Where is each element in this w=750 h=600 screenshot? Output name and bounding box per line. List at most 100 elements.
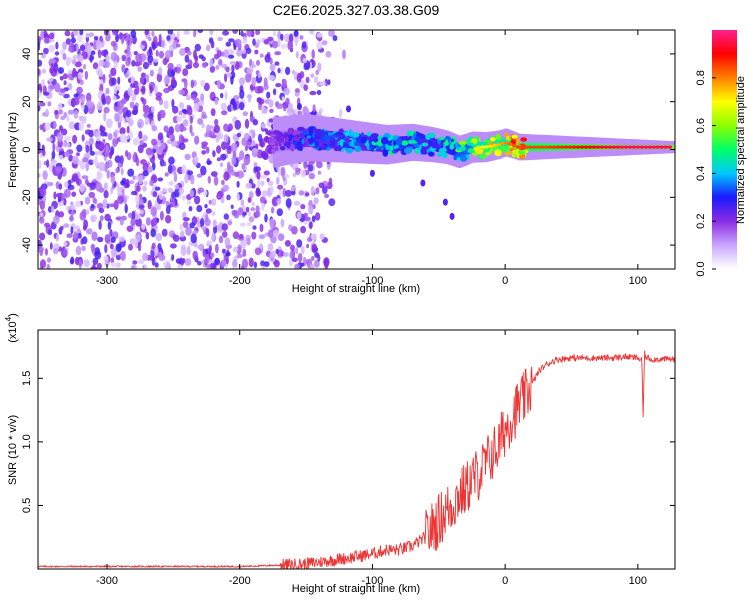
- noise-speckle: [201, 141, 209, 147]
- chart-title: C2E6.2025.327.03.38.G09: [273, 2, 440, 18]
- noise-speckle: [138, 198, 144, 206]
- signal-band: [671, 145, 674, 149]
- noise-speckle: [110, 175, 116, 184]
- noise-speckle: [89, 144, 93, 153]
- noise-speckle: [225, 257, 229, 265]
- noise-speckle: [160, 39, 166, 48]
- noise-speckle: [157, 177, 164, 182]
- noise-speckle: [253, 261, 258, 269]
- signal-blob: [450, 138, 455, 143]
- noise-speckle: [184, 258, 192, 266]
- noise-speckle: [327, 79, 331, 86]
- noise-speckle: [315, 187, 320, 195]
- noise-speckle: [271, 196, 279, 207]
- signal-core: [524, 145, 529, 149]
- noise-speckle: [158, 109, 166, 119]
- noise-speckle: [70, 37, 76, 44]
- noise-speckle: [158, 50, 165, 59]
- signal-blob: [320, 145, 328, 150]
- noise-speckle: [186, 199, 192, 205]
- noise-speckle: [255, 30, 260, 35]
- noise-speckle: [200, 79, 206, 87]
- noise-speckle: [67, 82, 73, 91]
- noise-speckle: [172, 105, 179, 114]
- noise-speckle: [228, 38, 235, 43]
- noise-speckle: [254, 166, 261, 172]
- noise-speckle: [119, 133, 127, 144]
- noise-speckle: [233, 171, 240, 177]
- noise-speckle: [240, 199, 245, 207]
- noise-speckle: [228, 54, 235, 59]
- noise-speckle: [39, 187, 47, 197]
- noise-speckle: [56, 146, 60, 153]
- noise-speckle: [260, 260, 266, 267]
- noise-speckle: [267, 245, 272, 252]
- noise-speckle: [323, 257, 330, 267]
- spectrogram-y-tick-label: 0: [21, 146, 33, 152]
- noise-speckle: [108, 151, 113, 160]
- noise-speckle: [218, 235, 224, 244]
- signal-blob: [382, 149, 389, 157]
- noise-speckle: [182, 68, 189, 77]
- noise-speckle: [232, 150, 237, 159]
- noise-speckle: [253, 162, 258, 167]
- signal-core: [587, 145, 593, 149]
- noise-speckle: [197, 30, 203, 34]
- colorbar-tick-label: 0.6: [695, 118, 707, 133]
- noise-speckle: [115, 254, 121, 261]
- noise-speckle: [215, 243, 219, 254]
- signal-core: [591, 145, 597, 149]
- noise-speckle: [113, 199, 119, 210]
- noise-speckle: [236, 48, 243, 57]
- noise-speckle: [200, 93, 205, 103]
- noise-speckle: [88, 137, 94, 146]
- noise-speckle: [53, 62, 59, 73]
- noise-speckle: [143, 112, 148, 118]
- noise-speckle: [224, 90, 228, 101]
- noise-speckle: [190, 132, 195, 137]
- colorbar-label: Normalized spectral amplitude: [735, 76, 747, 224]
- noise-speckle: [317, 170, 322, 175]
- noise-speckle: [79, 79, 84, 86]
- noise-speckle: [242, 248, 247, 257]
- noise-speckle: [184, 78, 188, 89]
- noise-speckle: [53, 120, 57, 130]
- noise-speckle: [197, 118, 204, 125]
- signal-blob: [340, 139, 344, 147]
- noise-speckle: [207, 175, 211, 184]
- noise-speckle: [222, 30, 230, 36]
- noise-speckle: [324, 193, 330, 199]
- noise-speckle: [101, 93, 106, 104]
- noise-speckle: [255, 205, 260, 213]
- noise-speckle: [121, 54, 127, 62]
- noise-speckle: [227, 123, 233, 131]
- noise-speckle: [144, 104, 150, 114]
- noise-speckle: [112, 30, 118, 35]
- noise-speckle: [275, 83, 282, 88]
- signal-blob: [306, 135, 311, 139]
- noise-speckle: [64, 30, 71, 37]
- noise-speckle: [309, 221, 313, 230]
- noise-speckle: [154, 186, 161, 191]
- snr-y-tick-label: 1.0: [21, 434, 33, 449]
- noise-speckle: [187, 106, 193, 116]
- spectrogram-x-tick-label: -200: [229, 275, 251, 287]
- noise-speckle: [55, 233, 60, 242]
- signal-core: [663, 145, 669, 149]
- noise-speckle: [179, 223, 184, 231]
- noise-speckle: [181, 195, 186, 201]
- noise-speckle: [295, 247, 299, 255]
- noise-speckle: [245, 182, 253, 189]
- signal-blob: [445, 139, 449, 146]
- noise-speckle: [128, 180, 135, 185]
- noise-speckle: [215, 65, 220, 70]
- signal-band: [418, 136, 421, 150]
- noise-speckle: [115, 33, 120, 43]
- noise-speckle: [283, 105, 287, 112]
- noise-speckle: [319, 233, 325, 240]
- signal-blob: [517, 149, 526, 156]
- noise-speckle: [164, 50, 172, 60]
- noise-speckle: [246, 237, 251, 246]
- noise-speckle: [98, 220, 102, 231]
- noise-speckle: [189, 115, 193, 124]
